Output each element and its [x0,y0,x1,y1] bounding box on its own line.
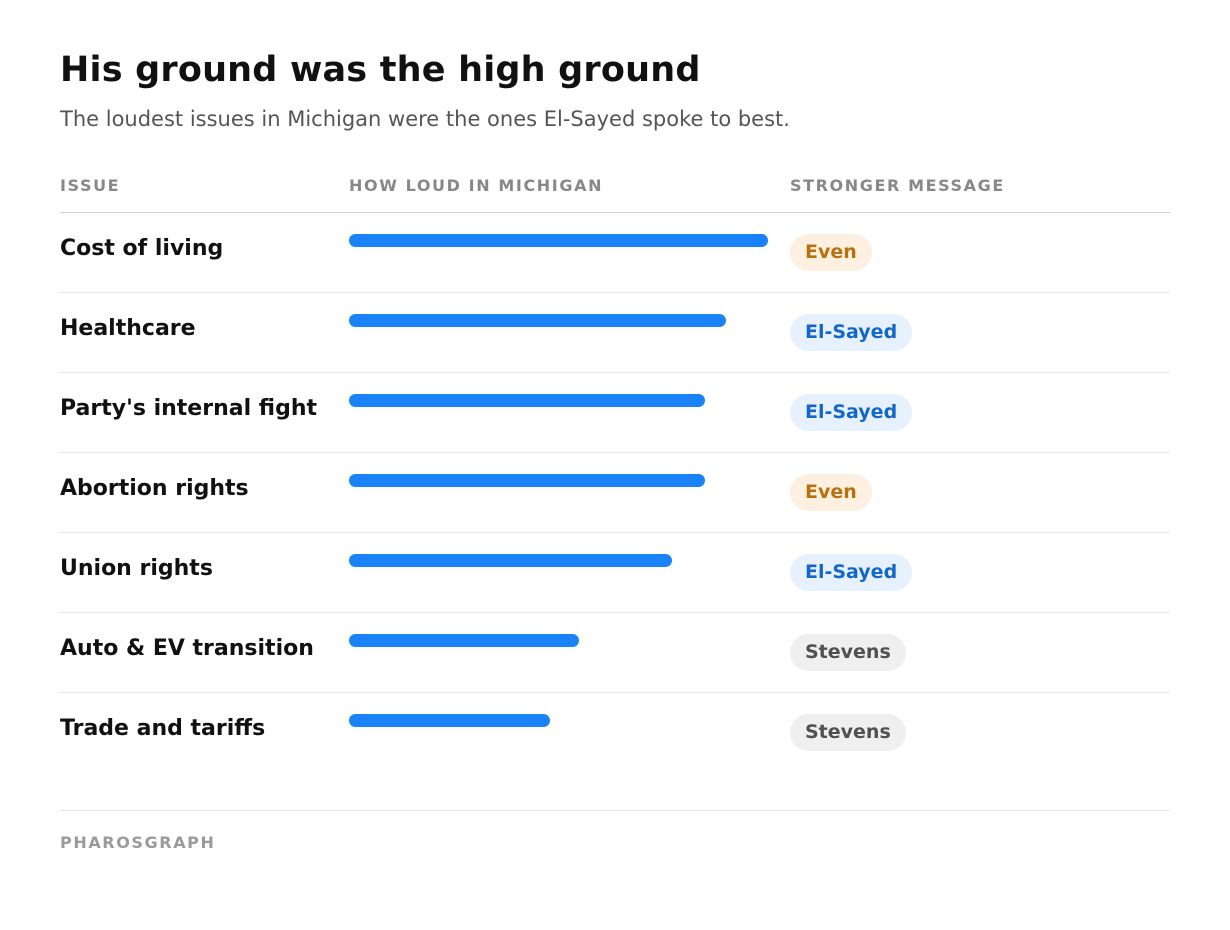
table-row: Auto & EV transition Stevens [60,613,1170,693]
table-row: Trade and tariffs Stevens [60,693,1170,773]
message-badge: El-Sayed [790,554,913,591]
column-header-issue: ISSUE [60,176,121,195]
table-row: Abortion rights Even [60,453,1170,533]
bar-track [349,394,768,407]
message-badge: Even [790,474,872,511]
issue-label: Party's internal fight [60,396,318,421]
loudness-bar [349,314,726,327]
bar-track [349,714,768,727]
issue-label: Cost of living [60,236,224,261]
message-badge: El-Sayed [790,314,913,351]
message-badge: El-Sayed [790,394,913,431]
issue-label: Trade and tariffs [60,716,266,741]
message-badge: Stevens [790,714,906,751]
message-badge: Even [790,234,872,271]
issue-label: Union rights [60,556,213,581]
table-row: Party's internal fight El-Sayed [60,373,1170,453]
loudness-bar [349,474,705,487]
footer-divider [60,810,1170,811]
column-header-message: STRONGER MESSAGE [790,176,1005,195]
issue-label: Auto & EV transition [60,636,314,661]
table-row: Healthcare El-Sayed [60,293,1170,373]
source-label: PHAROSGRAPH [60,833,216,852]
table-row: Cost of living Even [60,213,1170,293]
table-row: Union rights El-Sayed [60,533,1170,613]
loudness-bar [349,634,579,647]
issue-rows: Cost of living Even Healthcare El-Sayed Part… [60,213,1170,773]
bar-track [349,474,768,487]
column-header-loudness: HOW LOUD IN MICHIGAN [349,176,604,195]
bar-track [349,554,768,567]
loudness-bar [349,714,550,727]
chart-title: His ground was the high ground [60,50,701,90]
message-badge: Stevens [790,634,906,671]
loudness-bar [349,234,768,247]
issue-label: Healthcare [60,316,196,341]
table-header: ISSUE HOW LOUD IN MICHIGAN STRONGER MESS… [60,176,1170,213]
bar-track [349,234,768,247]
bar-track [349,314,768,327]
loudness-bar [349,554,672,567]
loudness-bar [349,394,705,407]
chart-subtitle: The loudest issues in Michigan were the … [60,107,790,131]
issue-label: Abortion rights [60,476,249,501]
bar-track [349,634,768,647]
